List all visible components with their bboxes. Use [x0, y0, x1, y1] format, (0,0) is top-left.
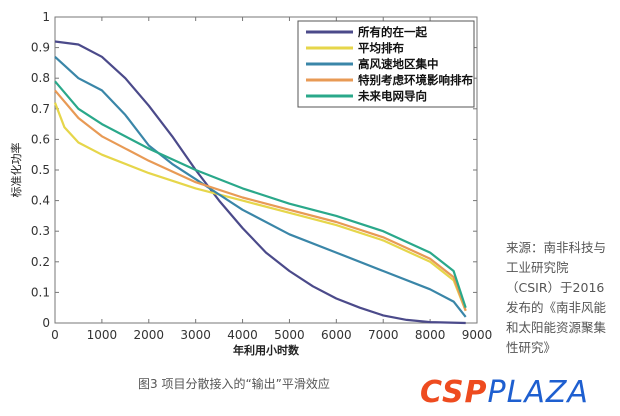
legend-label-2: 高风速地区集中 — [358, 57, 439, 71]
series-line-4 — [54, 80, 467, 309]
series-line-0 — [54, 40, 466, 325]
series-line-3 — [54, 89, 467, 312]
y-axis-label: 标准化功率 — [9, 143, 23, 198]
x-tick-label: 4000 — [227, 328, 258, 342]
x-tick-label: 7000 — [368, 328, 399, 342]
x-axis-label: 年利用小时数 — [233, 343, 300, 357]
y-tick-label: 0.4 — [31, 194, 50, 208]
x-tick-label: 2000 — [134, 328, 165, 342]
y-tick-label: 0.1 — [31, 285, 50, 299]
x-tick-label: 1000 — [87, 328, 118, 342]
x-tick-label: 8000 — [415, 328, 446, 342]
x-tick-label: 6000 — [321, 328, 352, 342]
logo-part1: CSP — [420, 375, 488, 410]
legend-label-3: 特别考虑环境影响排布 — [358, 73, 473, 87]
x-tick-label: 0 — [51, 328, 59, 342]
y-tick-label: 0.2 — [31, 255, 50, 269]
legend-label-0: 所有的在一起 — [358, 25, 427, 39]
legend-label-4: 未来电网导向 — [357, 89, 427, 103]
y-tick-label: 0.7 — [31, 102, 50, 116]
logo: CSPPLAZA — [420, 376, 589, 410]
y-tick-label: 0 — [42, 316, 50, 330]
x-tick-label: 3000 — [180, 328, 211, 342]
logo-part2: PLAZA — [487, 375, 589, 410]
figure-caption: 图3 项目分散接入的“输出”平滑效应 — [138, 377, 330, 391]
x-tick-label: 9000 — [462, 328, 493, 342]
series-line-1 — [53, 102, 467, 312]
y-tick-label: 0.8 — [31, 71, 50, 85]
legend-label-1: 平均排布 — [358, 41, 404, 55]
y-tick-label: 0.9 — [31, 41, 50, 55]
y-tick-label: 0.3 — [31, 224, 50, 238]
series-line-2 — [54, 55, 467, 318]
x-tick-label: 5000 — [274, 328, 305, 342]
y-tick-label: 0.6 — [31, 132, 50, 146]
y-tick-label: 0.5 — [31, 163, 50, 177]
y-tick-label: 1 — [42, 10, 50, 24]
source-note: 来源：南非科技与工业研究院（CSIR）于2016发布的《南非风能和太阳能资源聚集… — [506, 240, 607, 355]
